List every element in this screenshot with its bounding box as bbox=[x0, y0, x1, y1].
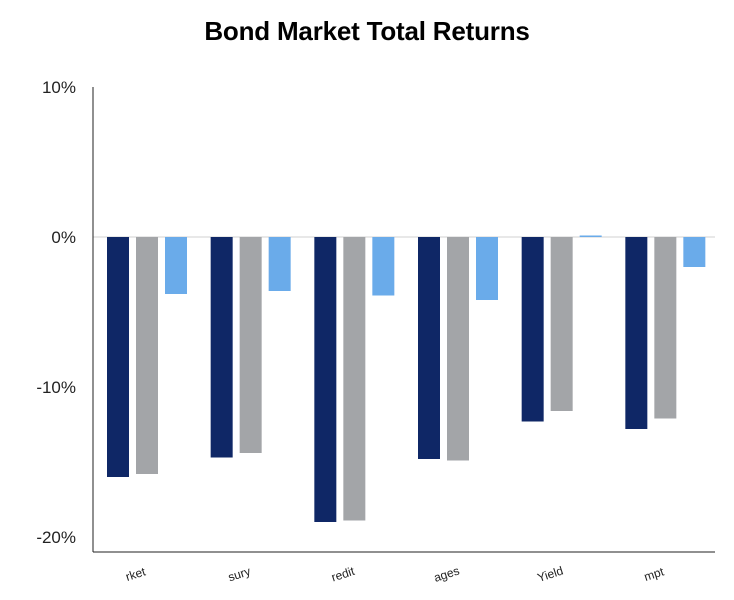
y-tick-label: 10% bbox=[42, 78, 76, 97]
bar-s2-2 bbox=[239, 237, 262, 453]
y-tick-label: -10% bbox=[36, 378, 76, 397]
x-labels-group: rket sury redit ages Yield mpt bbox=[124, 563, 666, 584]
x-tick-label: Yield bbox=[536, 563, 565, 584]
y-tick-label: 0% bbox=[51, 228, 76, 247]
bar-s3-1 bbox=[165, 237, 187, 294]
y-ticks-group: 10% 0% -10% -20% bbox=[36, 78, 76, 547]
bar-s2-3 bbox=[343, 237, 366, 521]
bar-s3-4 bbox=[476, 237, 498, 300]
bar-s1-6 bbox=[625, 237, 648, 429]
bar-s1-2 bbox=[210, 237, 233, 458]
bars-group bbox=[107, 235, 706, 522]
bar-s2-4 bbox=[447, 237, 469, 461]
bar-s3-2 bbox=[268, 237, 291, 291]
bar-s3-5 bbox=[579, 235, 602, 237]
bar-s1-4 bbox=[418, 237, 440, 459]
x-tick-label: sury bbox=[226, 564, 252, 584]
chart-title: Bond Market Total Returns bbox=[204, 16, 530, 46]
x-tick-label: redit bbox=[330, 564, 357, 585]
bar-s3-3 bbox=[372, 237, 395, 296]
x-tick-label: ages bbox=[432, 564, 461, 585]
bar-s1-5 bbox=[521, 237, 544, 422]
bar-s1-3 bbox=[314, 237, 337, 522]
x-tick-label: rket bbox=[124, 564, 148, 584]
y-tick-label: -20% bbox=[36, 528, 76, 547]
bar-s2-5 bbox=[550, 237, 573, 411]
bar-s1-1 bbox=[107, 237, 129, 477]
x-tick-label: mpt bbox=[642, 564, 666, 584]
bar-s3-6 bbox=[683, 237, 706, 267]
bar-s2-1 bbox=[136, 237, 158, 474]
bar-s2-6 bbox=[654, 237, 677, 419]
